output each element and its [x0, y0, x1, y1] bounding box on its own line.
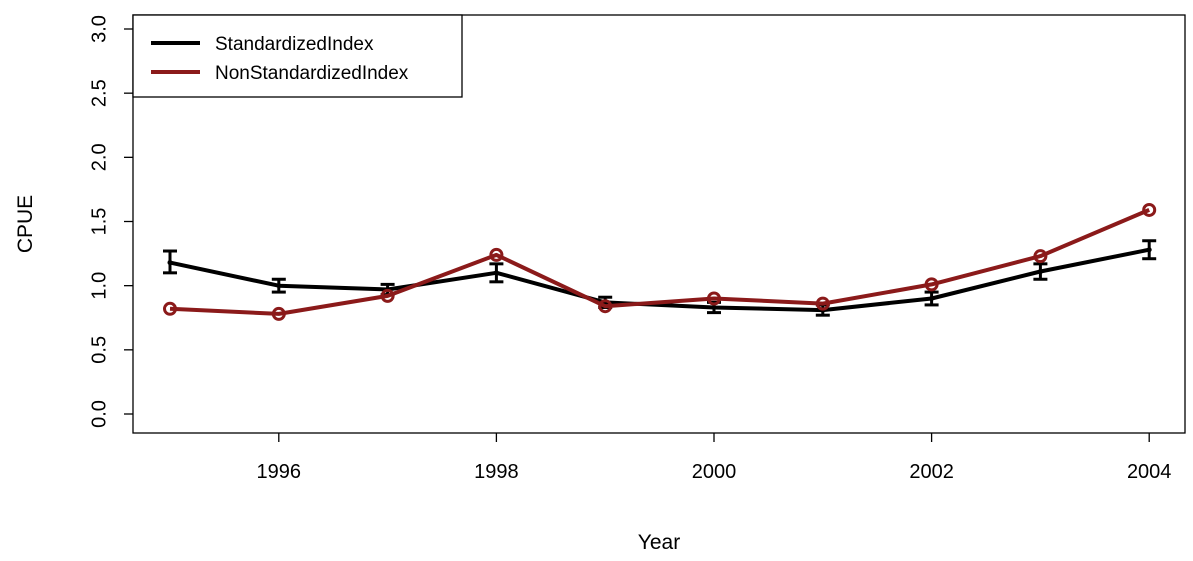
data-point: [493, 270, 499, 276]
series-line-standardized: [169, 247, 1150, 313]
y-tick-label: 1.5: [88, 208, 110, 236]
data-point: [489, 247, 504, 262]
series-layer: [163, 202, 1157, 321]
data-point: [380, 288, 395, 303]
legend-label-nonstandardized: NonStandardizedIndex: [215, 63, 409, 84]
data-point: [163, 301, 177, 316]
data-point: [1037, 269, 1043, 275]
y-axis-title: CPUE: [14, 195, 37, 253]
y-tick-label: 3.0: [88, 15, 110, 43]
y-tick-label: 0.0: [88, 400, 110, 428]
series-line-nonstandardized: [169, 208, 1150, 316]
x-tick-label: 1998: [474, 461, 519, 483]
y-tick-label: 2.5: [88, 79, 110, 107]
y-tick-label: 0.5: [88, 336, 110, 364]
legend-label-standardized: StandardizedIndex: [215, 34, 374, 55]
data-point: [167, 260, 173, 266]
x-axis: 1996 1998 2000 2002 2004: [257, 433, 1172, 483]
plot-frame: [132, 14, 1186, 434]
x-tick-label: 1996: [257, 461, 302, 483]
legend: StandardizedIndex NonStandardizedIndex: [132, 14, 463, 98]
y-axis: 0.0 0.5 1.0 1.5 2.0 2.5 3.0: [88, 15, 133, 428]
series-nonstandardized: [163, 202, 1157, 321]
y-tick-label: 1.0: [88, 272, 110, 300]
data-point: [707, 291, 721, 306]
x-tick-label: 2004: [1127, 461, 1172, 483]
data-point: [711, 304, 717, 310]
legend-box: [132, 14, 463, 98]
data-point: [271, 306, 286, 321]
data-point: [1142, 202, 1157, 217]
x-tick-label: 2002: [909, 461, 954, 483]
x-tick-label: 2000: [692, 461, 737, 483]
x-axis-title: Year: [638, 531, 680, 554]
data-point: [815, 296, 830, 311]
data-point: [929, 296, 935, 301]
y-tick-label: 2.0: [88, 143, 110, 171]
data-point: [924, 277, 939, 292]
data-point: [1033, 249, 1048, 264]
data-point: [276, 283, 282, 289]
data-point: [1146, 247, 1152, 253]
data-point: [598, 299, 613, 314]
